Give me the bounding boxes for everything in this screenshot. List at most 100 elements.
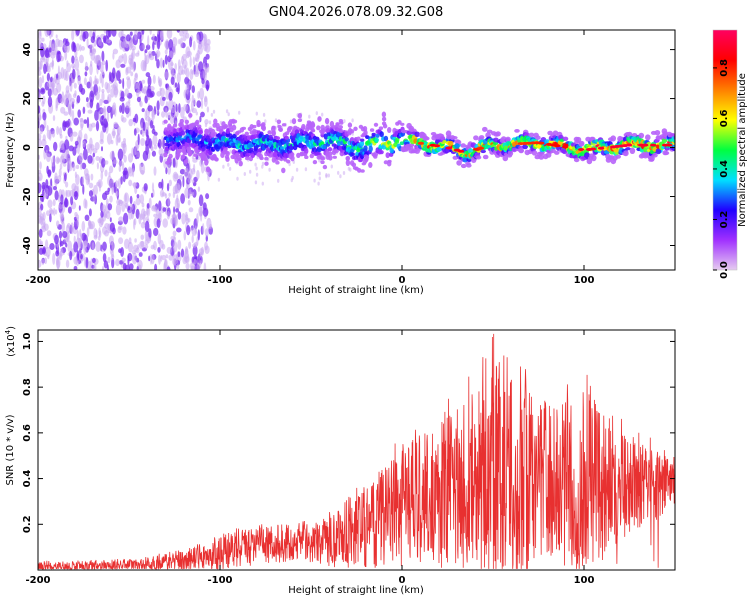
noise-speckle — [204, 123, 208, 128]
noise-speckle — [46, 165, 49, 175]
noise-speckle — [72, 163, 76, 172]
noise-speckle — [70, 195, 74, 206]
noise-speckle — [151, 150, 156, 157]
noise-speckle — [99, 62, 104, 73]
ridge-cell — [467, 148, 474, 154]
noise-speckle — [337, 170, 340, 175]
ridge-cell — [514, 129, 520, 133]
noise-speckle — [150, 254, 155, 265]
ridge-cell — [356, 136, 361, 142]
noise-speckle — [291, 175, 294, 180]
ridge-cell — [338, 125, 343, 130]
noise-speckle — [103, 30, 107, 34]
noise-speckle — [139, 101, 143, 108]
ridge-cell — [190, 122, 195, 127]
noise-speckle — [72, 93, 77, 99]
noise-speckle — [189, 68, 194, 80]
noise-speckle — [59, 133, 63, 139]
noise-speckle — [254, 180, 258, 185]
noise-speckle — [136, 31, 142, 40]
noise-speckle — [40, 46, 45, 58]
noise-speckle — [194, 70, 200, 75]
ridge-cell — [360, 169, 365, 173]
noise-speckle — [51, 156, 56, 167]
ridge-cell — [312, 160, 318, 165]
noise-speckle — [94, 109, 100, 121]
noise-speckle — [70, 97, 75, 105]
spectrogram-x-label: Height of straight line (km) — [288, 285, 424, 296]
ridge-cell — [268, 134, 273, 140]
noise-speckle — [84, 214, 90, 221]
noise-speckle — [229, 149, 232, 154]
ridge-cell — [345, 156, 350, 161]
noise-speckle — [51, 86, 54, 96]
noise-speckle — [199, 115, 202, 123]
ridge-cell — [359, 140, 365, 147]
ridge-cell — [368, 162, 373, 168]
ridge-peak — [666, 143, 673, 147]
chart-title: GN04.2026.078.09.32.G08 — [269, 5, 444, 20]
noise-speckle — [162, 138, 165, 150]
noise-speckle — [190, 191, 195, 196]
ridge-cell — [187, 151, 193, 157]
y-tick-label: 40 — [22, 43, 33, 57]
noise-speckle — [295, 167, 299, 172]
ridge-peak — [589, 147, 597, 151]
y-tick-label: -20 — [22, 187, 33, 205]
noise-speckle — [60, 106, 66, 114]
ridge-cell — [257, 148, 262, 153]
y-tick-label: 0.2 — [22, 515, 33, 533]
noise-speckle — [194, 241, 198, 247]
ridge-cell — [208, 151, 213, 156]
noise-speckle — [68, 80, 71, 87]
noise-speckle — [140, 163, 146, 176]
noise-speckle — [129, 203, 134, 211]
noise-speckle — [111, 130, 116, 137]
noise-speckle — [107, 30, 112, 38]
noise-speckle — [61, 221, 65, 233]
noise-speckle — [63, 111, 69, 116]
noise-speckle — [121, 257, 126, 263]
noise-speckle — [205, 80, 210, 91]
noise-speckle — [101, 91, 105, 103]
noise-speckle — [179, 168, 186, 175]
noise-speckle — [178, 175, 183, 180]
noise-speckle — [52, 252, 56, 265]
noise-speckle — [38, 207, 42, 217]
noise-speckle — [42, 111, 47, 121]
noise-speckle — [176, 72, 181, 84]
noise-speckle — [157, 233, 161, 245]
noise-speckle — [147, 105, 153, 112]
ridge-cell — [394, 139, 400, 144]
noise-speckle — [163, 259, 167, 270]
ridge-cell — [535, 135, 541, 140]
noise-speckle — [78, 129, 83, 141]
noise-speckle — [141, 108, 145, 113]
noise-speckle — [65, 120, 70, 128]
noise-speckle — [126, 113, 130, 118]
noise-speckle — [161, 178, 164, 191]
ridge-cell — [197, 134, 203, 139]
noise-speckle — [125, 66, 132, 74]
noise-speckle — [172, 185, 178, 195]
noise-speckle — [125, 34, 131, 42]
noise-speckle — [168, 192, 171, 197]
noise-speckle — [87, 109, 93, 114]
noise-speckle — [204, 43, 211, 53]
noise-speckle — [187, 199, 191, 206]
noise-speckle — [198, 194, 204, 207]
ridge-cell — [439, 136, 446, 141]
noise-speckle — [114, 107, 117, 117]
noise-speckle — [166, 210, 170, 220]
ridge-cell — [357, 168, 362, 173]
ridge-cell — [302, 152, 308, 157]
noise-speckle — [254, 162, 257, 167]
noise-speckle — [182, 30, 188, 35]
noise-speckle — [84, 71, 88, 77]
noise-speckle — [153, 166, 157, 176]
noise-speckle — [141, 79, 146, 84]
ridge-cell — [383, 160, 389, 165]
snr-x-label: Height of straight line (km) — [288, 585, 424, 596]
noise-speckle — [61, 231, 68, 238]
noise-speckle — [103, 99, 109, 104]
